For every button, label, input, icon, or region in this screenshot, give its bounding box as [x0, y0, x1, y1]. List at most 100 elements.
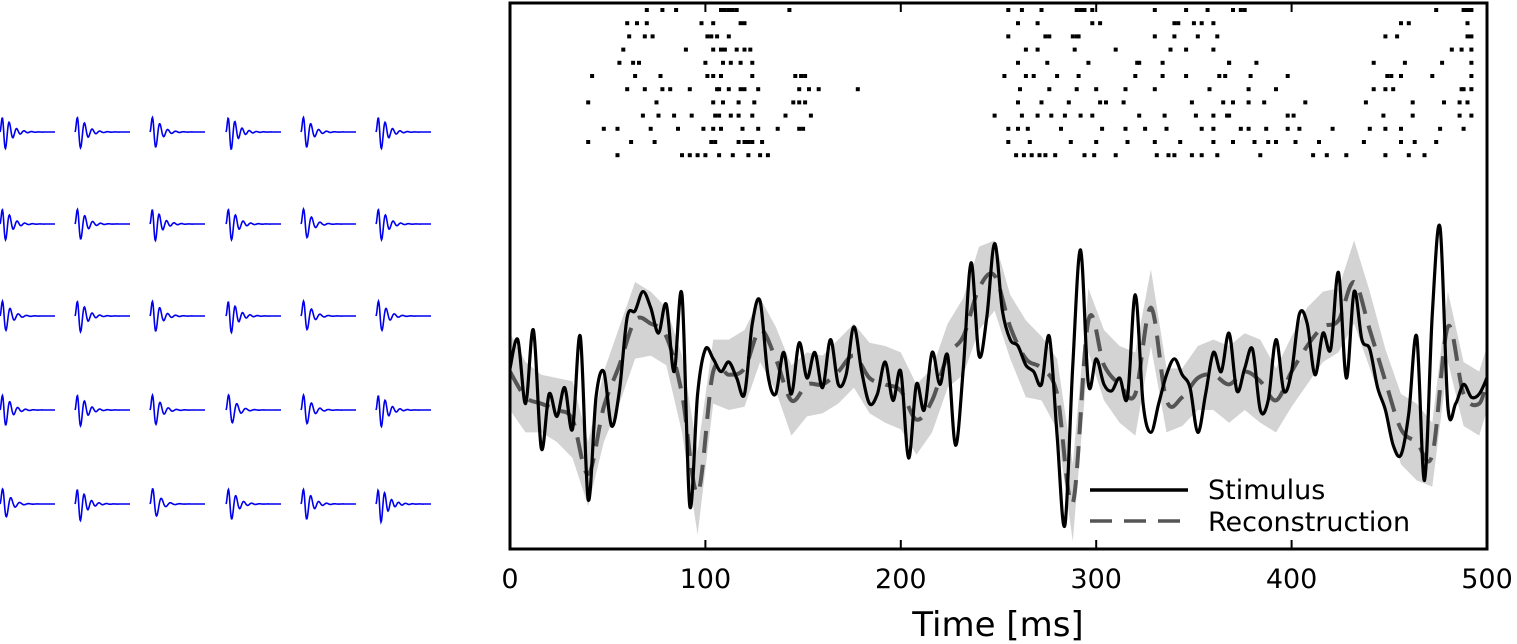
- spike-mark: [1291, 113, 1296, 118]
- spike-mark: [676, 126, 680, 131]
- spike-mark: [1016, 100, 1020, 105]
- spike-raster: [586, 8, 1474, 158]
- spike-mark: [660, 87, 665, 92]
- spike-mark: [1434, 8, 1439, 12]
- spike-mark: [1006, 140, 1011, 144]
- spike-mark: [765, 153, 770, 158]
- spike-mark: [701, 126, 706, 131]
- spike-mark: [1021, 153, 1026, 158]
- spike-mark: [1211, 21, 1216, 26]
- spike-mark: [625, 21, 630, 26]
- spike-mark: [1049, 113, 1054, 118]
- spike-mark: [683, 47, 688, 52]
- spike-mark: [1457, 113, 1462, 118]
- spike-mark: [1152, 8, 1157, 12]
- spike-mark: [1023, 47, 1028, 52]
- spike-mark: [1465, 100, 1470, 105]
- spike-mark: [1383, 153, 1388, 158]
- spike-mark: [711, 74, 716, 78]
- spike-mark: [674, 8, 679, 12]
- spike-mark: [629, 140, 634, 144]
- spike-mark: [736, 113, 741, 118]
- spike-mark: [1193, 113, 1198, 118]
- spike-mark: [1016, 60, 1020, 65]
- spike-mark: [1438, 126, 1443, 131]
- spike-mark: [1137, 113, 1142, 118]
- spike-mark: [642, 34, 647, 39]
- spike-mark: [1469, 74, 1474, 78]
- spike-mark: [1076, 34, 1081, 39]
- spike-mark: [1068, 140, 1073, 144]
- spike-mark: [742, 87, 747, 92]
- spike-mark: [1211, 47, 1216, 52]
- spike-mark: [689, 113, 694, 118]
- spike-mark: [1055, 74, 1060, 78]
- spike-mark: [1092, 153, 1097, 158]
- spike-mark: [1406, 21, 1411, 26]
- spike-mark: [660, 8, 665, 12]
- spike-mark: [680, 153, 684, 158]
- spike-mark: [1176, 21, 1181, 26]
- spike-mark: [1006, 8, 1011, 12]
- spike-mark: [1211, 126, 1216, 131]
- spike-mark: [1262, 100, 1267, 105]
- spike-mark: [699, 21, 704, 26]
- spike-mark: [1018, 87, 1022, 92]
- spike-mark: [1469, 8, 1474, 12]
- spike-mark: [687, 87, 692, 92]
- spike-mark: [1469, 113, 1474, 118]
- spike-mark: [1059, 126, 1063, 131]
- filter-waveform-r1-c5: [300, 115, 356, 148]
- spike-mark: [1047, 34, 1052, 39]
- spike-mark: [1090, 113, 1095, 118]
- spike-mark: [1078, 8, 1083, 12]
- spike-mark: [1070, 34, 1075, 39]
- filter-waveform-r5-c3: [149, 487, 205, 518]
- spike-mark: [750, 113, 755, 118]
- spike-mark: [721, 60, 725, 65]
- spike-mark: [791, 100, 796, 105]
- spike-mark: [1361, 140, 1366, 144]
- spike-mark: [1274, 140, 1278, 144]
- spike-mark: [648, 126, 653, 131]
- spike-mark: [783, 113, 788, 118]
- filter-waveform-r3-c1: [0, 298, 55, 333]
- spike-mark: [1383, 87, 1388, 92]
- spike-mark: [695, 153, 700, 158]
- spike-mark: [1152, 87, 1157, 92]
- spike-mark: [734, 47, 739, 52]
- spike-mark: [719, 47, 723, 52]
- spike-mark: [1074, 8, 1079, 12]
- spike-mark: [590, 74, 595, 78]
- filter-waveform-r1-c4: [225, 116, 281, 151]
- x-tick-label: 200: [875, 564, 927, 595]
- spike-mark: [1014, 153, 1019, 158]
- spike-mark: [1039, 100, 1044, 105]
- spike-mark: [1383, 126, 1388, 131]
- spike-mark: [1178, 140, 1183, 144]
- spike-mark: [1074, 87, 1079, 92]
- spike-mark: [1242, 8, 1247, 12]
- spike-mark: [738, 87, 743, 92]
- spike-mark: [1027, 140, 1032, 144]
- spike-mark: [705, 74, 710, 78]
- spike-mark: [658, 74, 663, 78]
- spike-mark: [1412, 140, 1417, 144]
- filter-waveform-r3-c2: [74, 300, 130, 334]
- spike-mark: [1029, 153, 1034, 158]
- filter-waveform-r5-c5: [300, 487, 356, 520]
- spike-mark: [1266, 140, 1271, 144]
- spike-mark: [1123, 126, 1128, 131]
- spike-mark: [640, 113, 645, 118]
- spike-mark: [1399, 126, 1403, 131]
- spike-mark: [721, 100, 725, 105]
- spike-mark: [1195, 34, 1200, 39]
- filter-waveform-r5-c4: [225, 487, 281, 520]
- filter-waveform-r5-c6: [375, 488, 431, 525]
- x-axis-label: Time [ms]: [911, 605, 1083, 644]
- spike-mark: [1430, 74, 1435, 78]
- spike-mark: [803, 100, 808, 105]
- spike-mark: [1469, 34, 1474, 39]
- spike-mark: [711, 47, 716, 52]
- spike-mark: [746, 153, 751, 158]
